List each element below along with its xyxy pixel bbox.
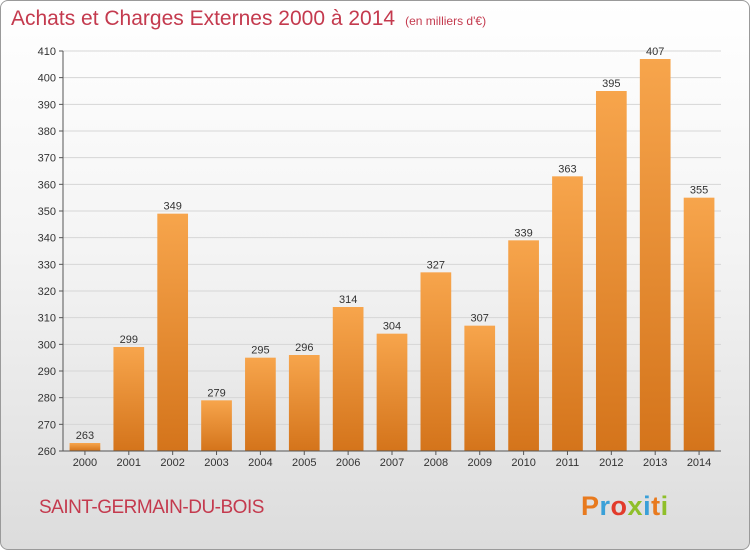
y-axis-ticks: 260 270 280 290 300 310 320 330 340 350 360 370 380 3…: [38, 46, 63, 458]
y-tick-label: 320: [38, 286, 56, 298]
x-tick-label-2011: 2011: [556, 457, 580, 469]
data-label-2012: 395: [602, 78, 620, 90]
chart-unit: (en milliers d'€): [405, 14, 487, 28]
y-tick-label: 350: [38, 206, 56, 218]
bar-2010: [508, 240, 539, 451]
y-tick-label: 300: [38, 339, 56, 351]
y-tick-label: 260: [38, 446, 56, 458]
data-label-2004: 295: [251, 345, 269, 357]
x-tick-label-2012: 2012: [599, 457, 623, 469]
bar-2007: [376, 333, 408, 451]
x-tick-label-2008: 2008: [424, 457, 448, 469]
y-tick-label: 400: [38, 73, 56, 85]
bars: [69, 59, 715, 452]
y-tick-label: 360: [38, 179, 56, 191]
x-tick-label-2013: 2013: [643, 457, 667, 469]
y-tick-label: 280: [38, 393, 56, 405]
bar-2004: [245, 357, 276, 451]
bar-2005: [288, 355, 320, 451]
x-tick-label-2001: 2001: [117, 457, 141, 469]
logo-letter: r: [599, 491, 611, 521]
data-label-2010: 339: [514, 227, 532, 239]
data-label-2007: 304: [383, 321, 401, 333]
bar-2006: [332, 307, 364, 451]
y-tick-label: 270: [38, 419, 56, 431]
logo-letter: x: [627, 491, 644, 521]
chart-title-text: Achats et Charges Externes 2000 à 2014: [11, 7, 396, 30]
x-tick-label-2009: 2009: [467, 457, 491, 469]
logo-letter: t: [651, 491, 661, 521]
bar-2000: [69, 443, 101, 451]
data-label-2006: 314: [339, 294, 357, 306]
x-tick-label-2005: 2005: [292, 457, 316, 469]
y-tick-label: 380: [38, 126, 56, 138]
data-label-2002: 349: [163, 201, 181, 213]
x-tick-label-2003: 2003: [204, 457, 228, 469]
chart-title: Achats et Charges Externes 2000 à 2014 (e…: [11, 7, 486, 31]
y-tick-label: 340: [38, 233, 56, 245]
y-tick-label: 410: [38, 46, 56, 58]
x-tick-label-2000: 2000: [73, 457, 97, 469]
data-label-2001: 299: [120, 334, 138, 346]
x-tick-label-2006: 2006: [336, 457, 360, 469]
bar-2013: [639, 59, 671, 451]
data-label-2014: 355: [690, 185, 708, 197]
logo-letter: i: [660, 491, 669, 521]
x-tick-label-2007: 2007: [380, 457, 404, 469]
bar-2001: [113, 347, 145, 451]
y-tick-label: 290: [38, 366, 56, 378]
bar-2009: [464, 325, 496, 451]
y-tick-label: 390: [38, 99, 56, 111]
x-tick-label-2002: 2002: [160, 457, 184, 469]
logo-letter: i: [643, 491, 652, 521]
bar-2011: [552, 176, 583, 452]
data-label-2011: 363: [558, 163, 576, 175]
data-label-2009: 307: [471, 313, 489, 325]
x-axis-ticks: 2000 2001 2002 2003 2004 2005 2006 2007 2008 2009…: [73, 451, 711, 469]
x-tick-label-2014: 2014: [687, 457, 711, 469]
logo-letter: o: [610, 491, 628, 521]
data-label-2008: 327: [427, 259, 445, 271]
bar-2002: [157, 213, 189, 451]
bar-2014: [683, 197, 715, 451]
axes: [62, 51, 721, 452]
y-tick-label: 370: [38, 153, 56, 165]
x-tick-label-2004: 2004: [248, 457, 272, 469]
commune-name: SAINT-GERMAIN-DU-BOIS: [39, 497, 264, 518]
bar-2003: [201, 400, 232, 451]
data-label-2003: 279: [207, 387, 225, 399]
data-label-2005: 296: [295, 342, 313, 354]
bar-2012: [595, 91, 627, 451]
x-tick-label-2010: 2010: [511, 457, 535, 469]
y-tick-label: 330: [38, 259, 56, 271]
bar-2008: [420, 272, 452, 451]
logo-letter: P: [581, 491, 600, 521]
data-label-2000: 263: [76, 430, 94, 442]
data-label-2013: 407: [646, 46, 664, 58]
data-labels: 263 299 349 279 295 296 314 304 327 307 339 363 395 4…: [76, 46, 708, 442]
proxiti-logo: Proxiti: [581, 491, 669, 522]
y-tick-label: 310: [38, 313, 56, 325]
